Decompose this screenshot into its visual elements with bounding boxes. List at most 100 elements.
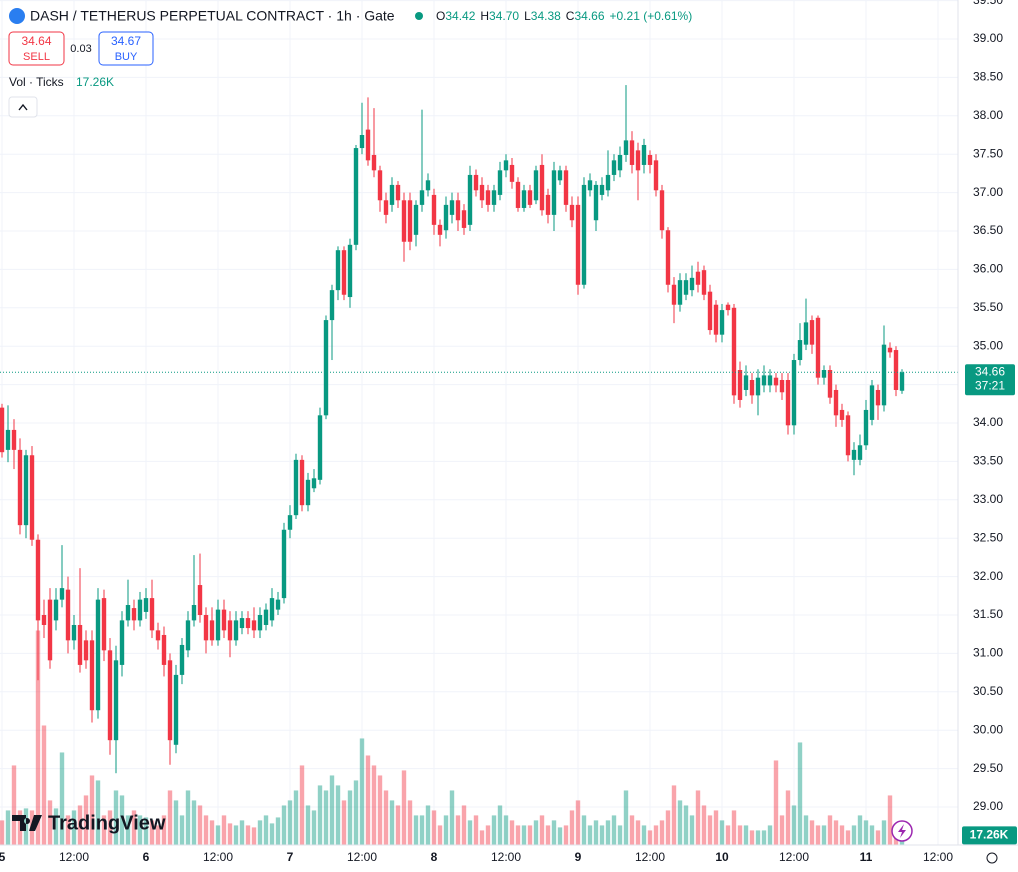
candle-body <box>455 200 461 221</box>
volume-bar <box>359 738 365 846</box>
candle-body <box>737 370 743 400</box>
volume-bar <box>5 810 11 846</box>
volume-bar <box>485 825 491 846</box>
candle-body <box>839 409 845 420</box>
candle-body <box>743 375 749 390</box>
volume-bar <box>83 795 89 846</box>
candle-body <box>725 304 731 311</box>
volume-bar <box>329 775 335 846</box>
buy-button[interactable] <box>98 31 154 66</box>
candle-body <box>473 174 479 191</box>
status-dot <box>415 12 423 20</box>
volume-bar <box>503 815 509 846</box>
collapse-icon <box>18 103 28 111</box>
volume-bar <box>95 780 101 846</box>
x-tick-label: 11 <box>860 850 873 864</box>
sell-button[interactable] <box>8 31 65 66</box>
volume-bar <box>665 810 671 846</box>
candle-body <box>677 280 683 305</box>
volume-bar <box>65 815 71 846</box>
y-tick-label: 39.50 <box>973 0 1003 7</box>
volume-bar <box>257 820 263 846</box>
candle-body <box>431 194 437 225</box>
y-tick-label: 30.00 <box>973 722 1003 736</box>
volume-bar <box>389 800 395 846</box>
volume-bar <box>623 790 629 846</box>
volume-bar <box>179 815 185 846</box>
candle-body <box>113 660 119 741</box>
candle-body <box>401 200 407 242</box>
y-tick-label: 36.00 <box>973 262 1003 276</box>
volume-bar <box>671 785 677 846</box>
volume-bar <box>839 825 845 846</box>
brand-name: TradingView <box>48 812 166 834</box>
candle-body <box>851 449 857 460</box>
candle-body <box>899 372 905 391</box>
last-price-box <box>965 364 1015 396</box>
x-tick-label: 12:00 <box>203 850 233 864</box>
y-tick-label: 29.50 <box>973 761 1003 775</box>
candle-body <box>845 415 851 456</box>
candle-body <box>557 170 563 181</box>
volume-bar <box>707 815 713 846</box>
volume-bar <box>101 815 107 846</box>
volume-bar <box>587 825 593 846</box>
candle-body <box>791 360 797 426</box>
h-label: H <box>480 9 489 23</box>
volume-bar <box>239 820 245 846</box>
candle-body <box>665 230 671 285</box>
volume-bar <box>827 815 833 846</box>
o-label: O <box>436 9 445 23</box>
candle-body <box>653 160 659 191</box>
candle-body <box>53 599 59 621</box>
volume-bar <box>491 815 497 846</box>
settings-button[interactable] <box>986 852 998 864</box>
candle-body <box>173 674 179 745</box>
candle-body <box>227 620 233 641</box>
candle-body <box>509 164 515 182</box>
candle-body <box>287 515 293 530</box>
candle-body <box>197 585 203 615</box>
y-tick-label: 35.50 <box>973 300 1003 314</box>
volume-bar <box>191 800 197 846</box>
candle-body <box>863 409 869 446</box>
last-price-label: 34.66 <box>975 364 1005 378</box>
volume-bar <box>365 755 371 846</box>
volume-bar <box>227 823 233 846</box>
x-tick-label: 8 <box>431 850 438 864</box>
candle-body <box>155 630 161 641</box>
candle-body <box>449 200 455 215</box>
candle-body <box>551 170 557 215</box>
volume-bar <box>173 800 179 846</box>
volume-bar <box>335 785 341 846</box>
volume-bar <box>437 825 443 846</box>
collapse-button[interactable] <box>8 96 38 118</box>
volume-bar <box>443 815 449 846</box>
candle-body <box>215 609 221 641</box>
c-label: C <box>566 9 575 23</box>
volume-bar <box>737 825 743 846</box>
candle-body <box>239 618 245 629</box>
volume-bar <box>233 825 239 846</box>
volume-bar <box>455 815 461 846</box>
candle-body <box>65 589 71 641</box>
volume-bar <box>725 825 731 846</box>
volume-bar <box>89 775 95 846</box>
y-tick-label: 37.00 <box>973 185 1003 199</box>
x-tick-label: 12:00 <box>923 850 953 864</box>
candle-body <box>383 200 389 215</box>
y-tick-label: 31.00 <box>973 646 1003 660</box>
candle-body <box>491 190 497 205</box>
candle-body <box>95 599 101 711</box>
candle-body <box>821 370 827 378</box>
volume-bar <box>431 810 437 846</box>
volume-bar <box>785 790 791 846</box>
volume-bar <box>215 825 221 846</box>
candle-body <box>605 174 611 191</box>
candle-body <box>545 194 551 215</box>
x-tick-label: 5 <box>0 850 6 864</box>
volume-bar <box>341 800 347 846</box>
candle-body <box>341 250 347 295</box>
l-value: 34.38 <box>531 9 561 23</box>
candle-body <box>257 615 263 631</box>
